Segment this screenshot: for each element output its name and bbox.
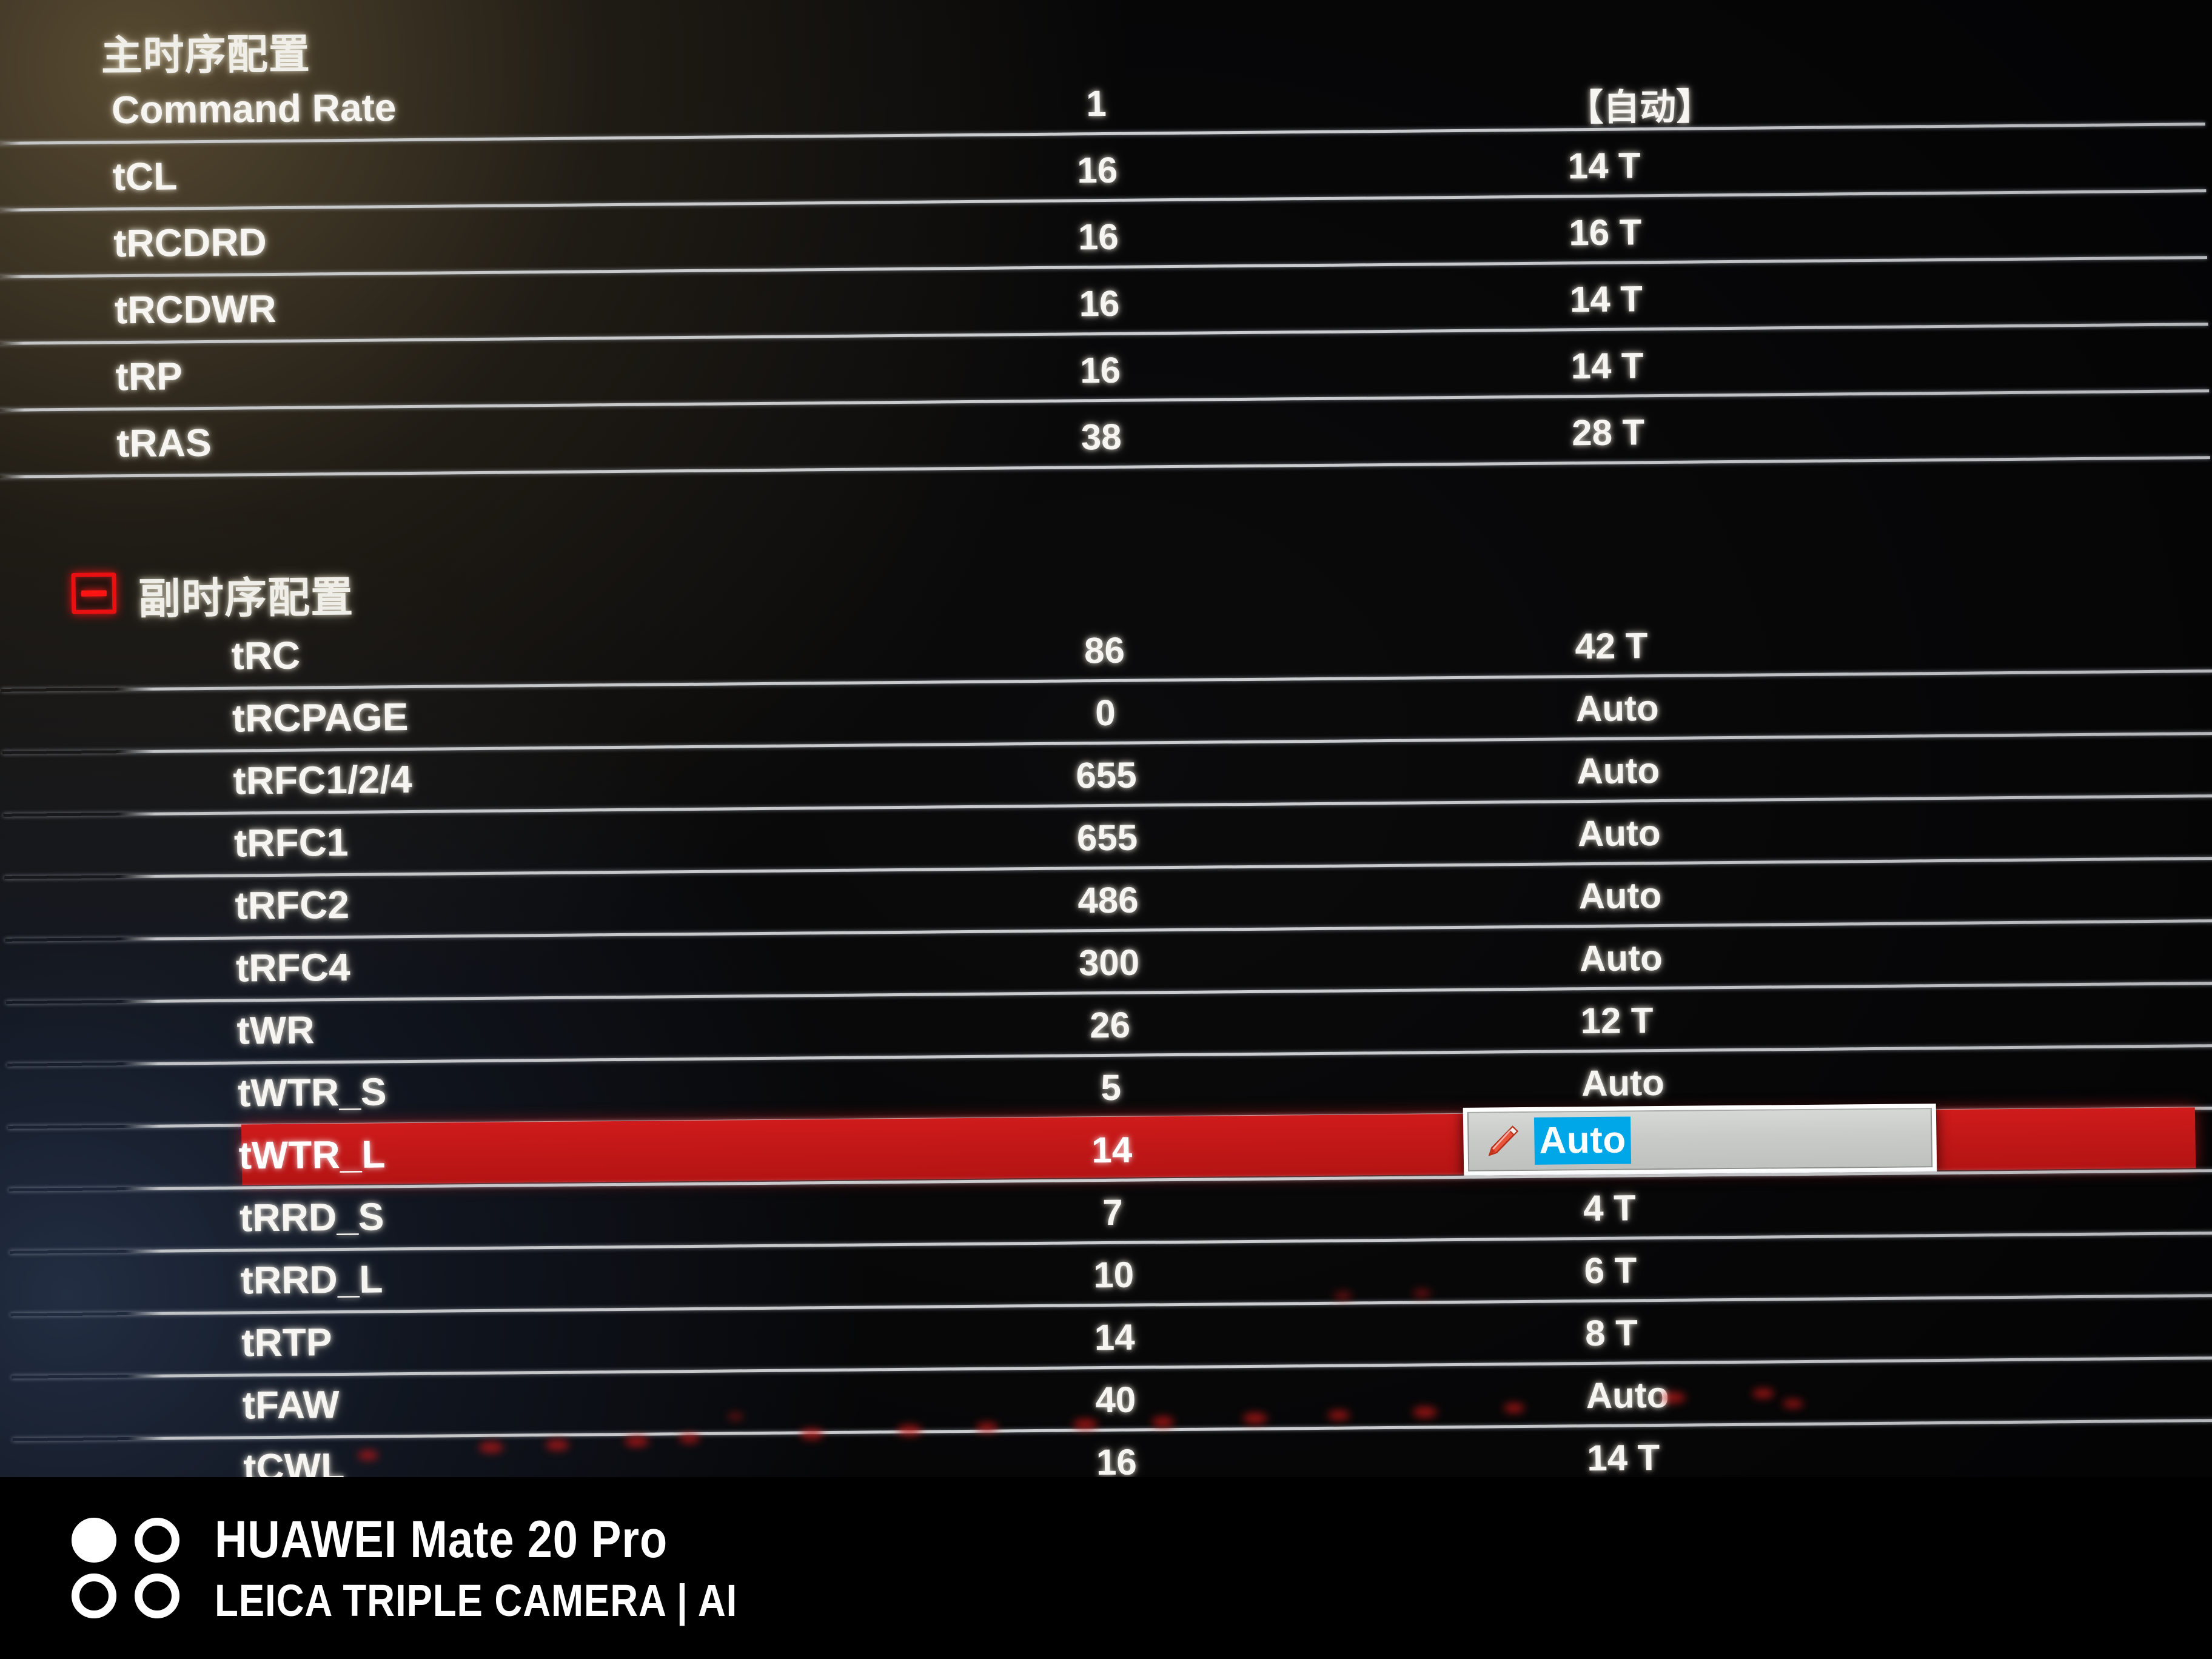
row-config: 14 T xyxy=(1586,1437,1660,1479)
row-config: 8 T xyxy=(1584,1312,1638,1354)
row-value: 0 xyxy=(1094,692,1116,734)
pencil-icon xyxy=(1483,1123,1521,1161)
row-label: tRRD_L xyxy=(240,1257,383,1302)
row-label: tRFC1/2/4 xyxy=(232,757,413,803)
row-config: 4 T xyxy=(1583,1187,1637,1229)
row-label: tRFC4 xyxy=(235,945,351,990)
collapse-toggle-icon[interactable] xyxy=(71,572,117,614)
row-label: tRRD_S xyxy=(239,1195,384,1240)
row-label: tRCDWR xyxy=(114,286,277,332)
row-label: tRAS xyxy=(116,420,212,466)
row-value: 40 xyxy=(1094,1379,1136,1421)
row-value: 86 xyxy=(1084,629,1125,671)
row-value: 14 xyxy=(1094,1316,1136,1358)
memory-timing-table: 主时序配置 Command Rate 1 【自动】 tCL 16 14 T tRCDRD 16 1… xyxy=(0,0,2212,1504)
row-value: 16 xyxy=(1076,149,1118,191)
row-config: 14 T xyxy=(1569,278,1643,320)
section-title-main-timing: 主时序配置 xyxy=(101,31,311,79)
bios-screen: 主时序配置 Command Rate 1 【自动】 tCL 16 14 T tRCDRD 16 1… xyxy=(0,0,2212,1489)
row-config: 12 T xyxy=(1580,1000,1654,1042)
row-config: 14 T xyxy=(1567,145,1641,187)
row-label: tRC xyxy=(230,633,301,678)
row-value: 38 xyxy=(1081,416,1122,458)
row-label: tRCDRD xyxy=(113,220,267,266)
watermark-camera-name: LEICA TRIPLE CAMERA | AI xyxy=(215,1575,738,1626)
row-label: tRTP xyxy=(241,1320,333,1365)
row-label: tWTR_L xyxy=(238,1132,386,1178)
row-value: 655 xyxy=(1075,754,1138,796)
row-value: 16 xyxy=(1078,216,1119,258)
row-label: tRP xyxy=(115,354,183,399)
row-config: Auto xyxy=(1579,937,1663,979)
watermark-device-name: HUAWEI Mate 20 Pro xyxy=(215,1510,668,1569)
row-config: Auto xyxy=(1577,813,1661,854)
row-value: 14 xyxy=(1091,1129,1133,1171)
row-value: 1 xyxy=(1085,82,1107,124)
value-editor-popup[interactable]: Auto xyxy=(1463,1104,1937,1176)
row-value: 10 xyxy=(1093,1254,1134,1296)
logo-dot-filled xyxy=(72,1518,116,1563)
row-value: 486 xyxy=(1077,879,1139,921)
row-label: tWTR_S xyxy=(237,1070,387,1115)
row-config: Auto xyxy=(1578,875,1662,917)
row-value: 16 xyxy=(1079,283,1120,324)
huawei-four-circles-logo xyxy=(72,1518,187,1618)
row-config: 【自动】 xyxy=(1566,86,1713,129)
row-value: 7 xyxy=(1102,1191,1124,1233)
row-value: 655 xyxy=(1076,817,1138,859)
table-row[interactable]: tWTR_L 14 Auto xyxy=(8,1104,2212,1191)
row-config: Auto xyxy=(1575,688,1660,729)
row-value: 5 xyxy=(1100,1067,1122,1108)
row-label: tWR xyxy=(236,1008,315,1053)
row-config: 16 T xyxy=(1568,212,1642,253)
row-config: Auto xyxy=(1576,750,1660,792)
row-label: tRCPAGE xyxy=(232,695,409,740)
row-value: 300 xyxy=(1078,942,1140,984)
row-value: 16 xyxy=(1079,349,1121,391)
row-label: tCL xyxy=(112,154,178,199)
row-config: Auto xyxy=(1581,1062,1665,1104)
row-label: tRFC1 xyxy=(233,820,349,865)
row-config: 14 T xyxy=(1570,345,1644,387)
row-config: 42 T xyxy=(1574,625,1648,667)
row-config: Auto xyxy=(1586,1374,1669,1416)
row-config: 6 T xyxy=(1584,1250,1637,1292)
logo-dot-ring-3 xyxy=(135,1574,179,1618)
logo-dot-ring-2 xyxy=(72,1574,116,1618)
row-value: 26 xyxy=(1089,1004,1131,1046)
section-title-sub-timing: 副时序配置 xyxy=(138,573,354,623)
logo-dot-ring-1 xyxy=(135,1518,179,1563)
camera-watermark: HUAWEI Mate 20 Pro LEICA TRIPLE CAMERA |… xyxy=(0,1477,2212,1659)
row-label: tFAW xyxy=(242,1382,340,1427)
edit-field-value[interactable]: Auto xyxy=(1533,1116,1632,1165)
row-label: tRFC2 xyxy=(234,882,350,928)
row-config: 28 T xyxy=(1571,412,1645,454)
row-label: Command Rate xyxy=(111,85,397,132)
